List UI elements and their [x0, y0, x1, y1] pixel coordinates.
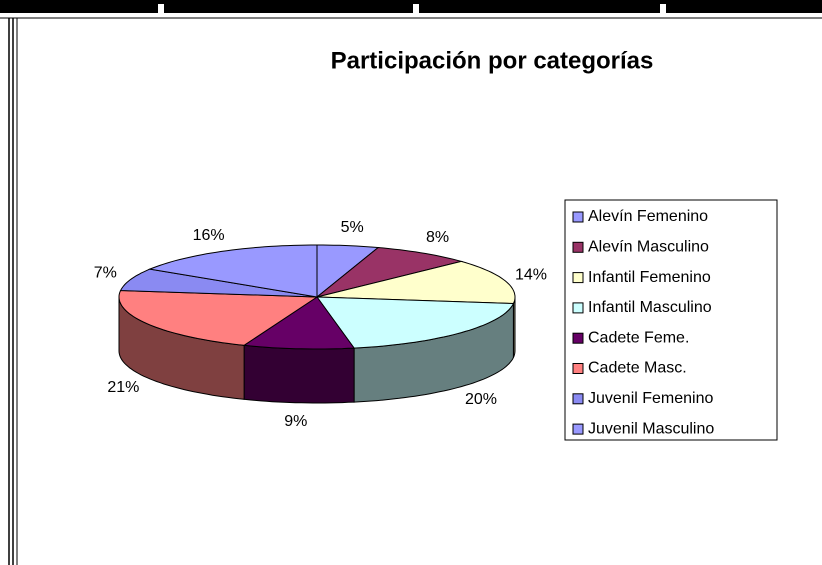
legend-label: Juvenil Femenino [588, 390, 714, 407]
chart-title: Participación por categorías [331, 47, 654, 74]
pie-slice-side [243, 344, 355, 404]
legend-swatch [572, 363, 584, 374]
legend-label: Alevín Masculino [588, 239, 709, 256]
data-label: 7% [94, 265, 117, 282]
pie-sides [118, 296, 516, 404]
legend-label: Alevín Femenino [588, 208, 708, 225]
pie-slice [118, 289, 319, 346]
legend-swatch [572, 332, 584, 344]
pie-slice [147, 244, 318, 298]
legend-swatch [572, 393, 584, 405]
pie-slice [316, 260, 516, 305]
legend-swatch [572, 211, 584, 223]
legend-swatch [572, 423, 584, 435]
data-label: 9% [284, 413, 307, 430]
legend-box [564, 199, 778, 441]
legend-label: Infantil Masculino [588, 299, 712, 316]
legend-label: Cadete Masc. [588, 360, 687, 377]
pie-slice [242, 296, 356, 350]
pie-slice [316, 246, 464, 298]
data-label: 8% [426, 229, 449, 246]
pie-slice [315, 296, 515, 349]
legend-label: Cadete Feme. [588, 329, 689, 346]
data-label: 14% [515, 267, 547, 284]
data-label: 16% [193, 227, 225, 244]
legend-label: Infantil Femenino [588, 269, 711, 286]
legend-swatch [572, 302, 584, 314]
legend-swatch [572, 272, 584, 284]
data-label: 5% [341, 219, 364, 236]
data-label: 20% [465, 391, 497, 408]
pie-slice [119, 268, 318, 298]
data-label: 21% [107, 379, 139, 396]
pie-tops [118, 244, 516, 350]
legend-label: Juvenil Masculino [588, 420, 714, 437]
legend-swatch [572, 241, 584, 253]
